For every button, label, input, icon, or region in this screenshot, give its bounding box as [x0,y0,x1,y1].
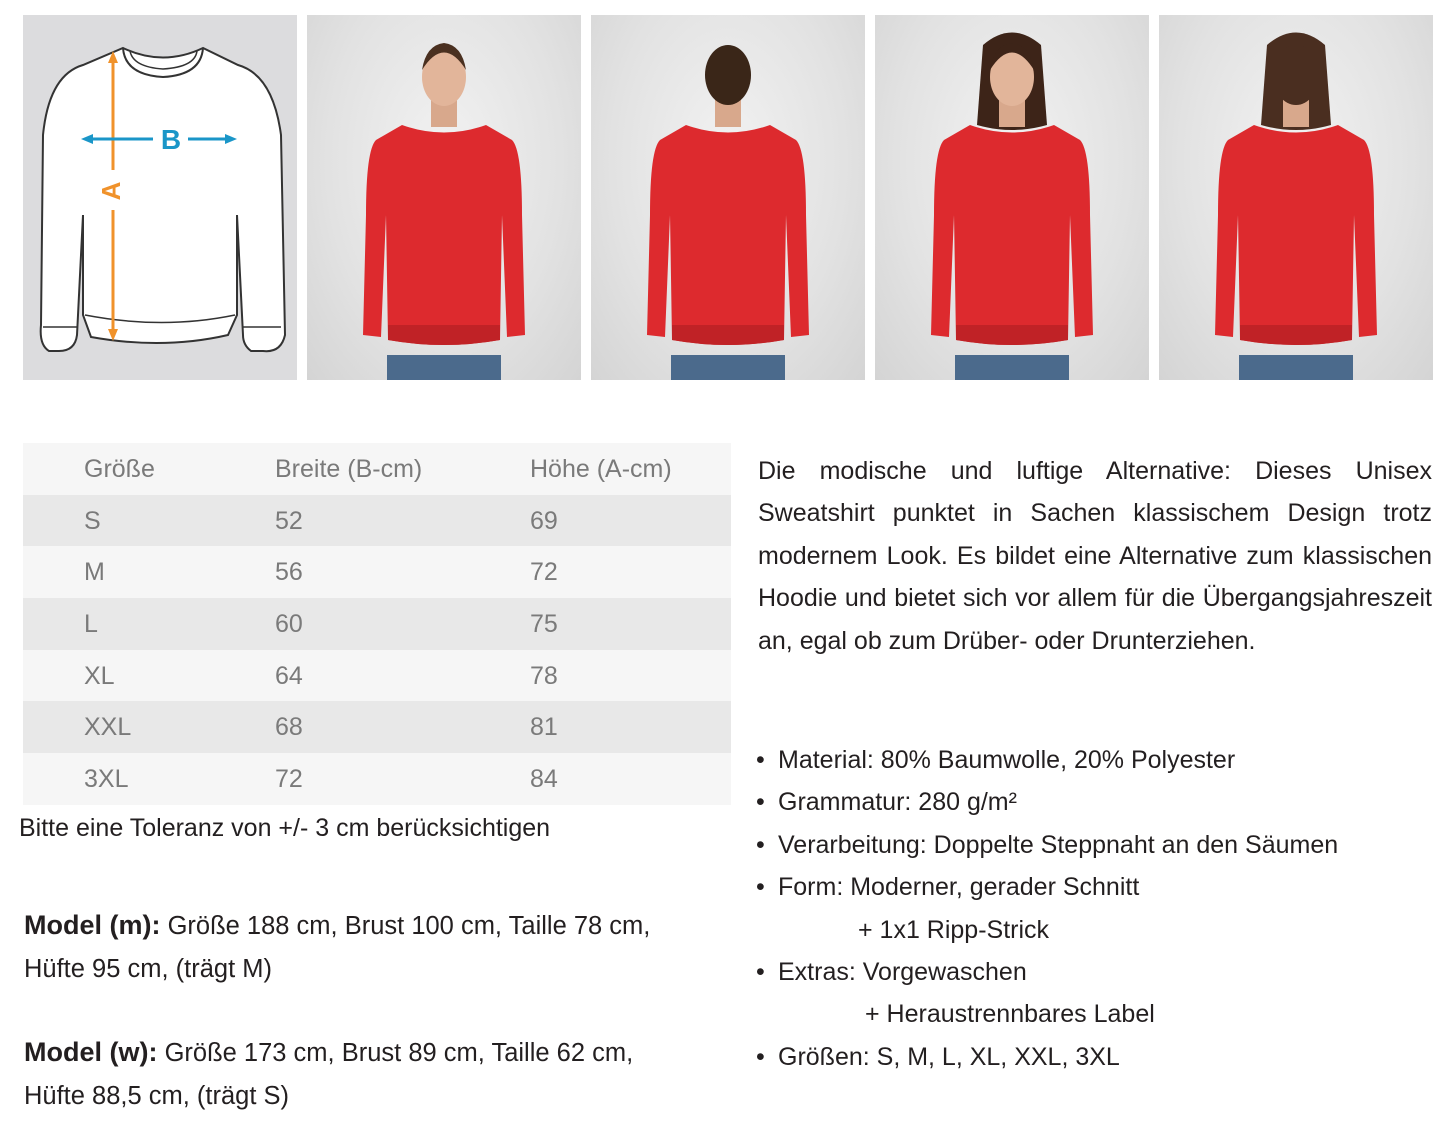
width-cell: 72 [275,765,303,794]
height-cell: 81 [530,713,558,742]
size-cell: XXL [84,713,132,742]
spec-sizes: • Größen: S, M, L, XL, XXL, 3XL [756,1036,1438,1078]
width-cell: 68 [275,713,303,742]
dimension-b-label: B [161,124,181,155]
header-height: Höhe (A-cm) [530,455,672,483]
model-male-line1: Größe 188 cm, Brust 100 cm, Taille 78 cm… [160,912,651,940]
bullet: • [756,873,765,902]
height-cell: 84 [530,765,558,794]
size-table-row: M 56 72 [23,546,731,599]
spec-form: • Form: Moderner, gerader Schnitt [756,866,1438,908]
spec-material-text: Material: 80% Baumwolle, 20% Polyester [778,746,1236,774]
bullet: • [756,830,765,859]
size-table-row: 3XL 72 84 [23,753,731,805]
size-cell: 3XL [84,765,129,794]
width-cell: 60 [275,610,303,639]
spec-grammage-text: Grammatur: 280 g/m² [778,788,1017,817]
model-female-info: Model (w): Größe 173 cm, Brust 89 cm, Ta… [24,1031,724,1117]
width-cell: 64 [275,661,303,690]
size-table-header: Größe Breite (B-cm) Höhe (A-cm) [23,443,731,495]
spec-form-continued: + 1x1 Ripp-Strick [858,915,1050,944]
spec-extras-text: Extras: Vorgewaschen [778,958,1027,987]
spec-list: • Material: 80% Baumwolle, 20% Polyester … [756,739,1438,1078]
model-figure [647,45,809,380]
size-cell: S [84,506,101,535]
spec-form-text: Form: Moderner, gerader Schnitt [778,873,1140,902]
photo-woman-back [1159,15,1433,380]
spec-sizes-text: Größen: S, M, L, XL, XXL, 3XL [778,1042,1120,1071]
model-figure [931,32,1093,380]
sweatshirt-outline-illustration: A B [39,46,287,353]
photo-woman-front [875,15,1149,380]
size-table-row: XXL 68 81 [23,701,731,754]
size-cell: XL [84,661,115,690]
bullet: • [756,1042,765,1071]
width-cell: 56 [275,558,303,587]
size-diagram: A B [23,15,297,380]
size-table-row: S 52 69 [23,494,731,547]
header-width: Breite (B-cm) [275,455,423,483]
model-male-line2: Hüfte 95 cm, (trägt M) [24,954,272,983]
spec-material: • Material: 80% Baumwolle, 20% Polyester [756,739,1438,781]
size-table-row: L 60 75 [23,598,731,650]
spec-grammage: • Grammatur: 280 g/m² [756,781,1438,823]
bullet: • [756,958,765,987]
spec-extras: • Extras: Vorgewaschen [756,951,1438,993]
size-cell: L [84,610,98,639]
model-figure [363,43,525,380]
model-female-label: Model (w): [24,1037,158,1067]
bullet: • [756,746,765,774]
height-cell: 75 [530,610,558,639]
model-male-info: Model (m): Größe 188 cm, Brust 100 cm, T… [24,904,724,990]
model-figure [1215,32,1377,380]
spec-processing-text: Verarbeitung: Doppelte Steppnaht an den … [778,830,1339,859]
width-cell: 52 [275,506,303,535]
model-female-line2: Hüfte 88,5 cm, (trägt S) [24,1081,290,1110]
spec-processing: • Verarbeitung: Doppelte Steppnaht an den… [756,824,1438,866]
height-cell: 72 [530,558,558,587]
model-female-line1: Größe 173 cm, Brust 89 cm, Taille 62 cm, [157,1039,634,1067]
size-cell: M [84,558,105,587]
photo-man-front [307,15,581,380]
header-size: Größe [84,455,155,483]
height-cell: 69 [530,506,558,535]
photo-man-back [591,15,865,380]
bullet: • [756,788,765,817]
size-table: Größe Breite (B-cm) Höhe (A-cm) S 52 69 M 56… [23,443,731,805]
size-table-row: XL 64 78 [23,649,731,702]
dimension-a-label: A [96,181,126,200]
model-male-label: Model (m): [24,910,161,940]
height-cell: 78 [530,661,558,690]
product-description: Die modische und luftige Alternative: Di… [758,457,1432,655]
spec-extras-continued: + Heraustrennbares Label [865,1000,1155,1029]
tolerance-note: Bitte eine Toleranz von +/- 3 cm berücks… [19,814,551,842]
